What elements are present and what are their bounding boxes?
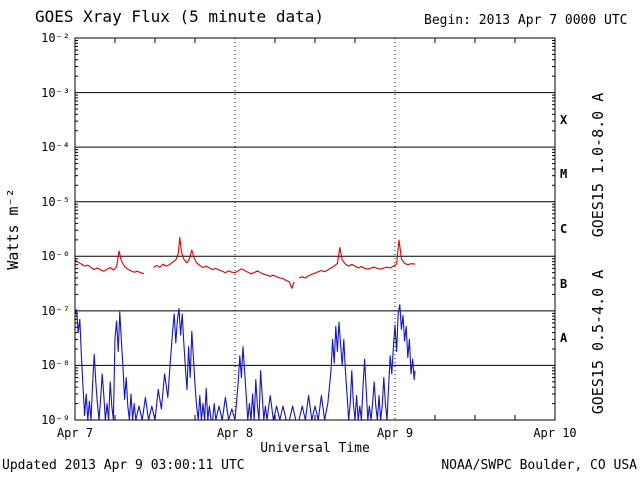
flare-class-b: B [560, 277, 567, 291]
y-tick-1e-3: 10⁻³ [41, 86, 70, 100]
right-label-long-channel: GOES15 1.0-8.0 A [589, 93, 607, 238]
begin-timestamp: Begin: 2013 Apr 7 0000 UTC [424, 13, 628, 28]
updated-timestamp: Updated 2013 Apr 9 03:00:11 UTC [2, 458, 245, 473]
flare-class-a: A [560, 331, 568, 345]
chart-title: GOES Xray Flux (5 minute data) [35, 7, 324, 26]
series-line-0 [298, 239, 416, 279]
x-tick-apr7: Apr 7 [57, 426, 93, 440]
flare-class-m: M [560, 167, 567, 181]
y-tick-1e-7: 10⁻⁷ [41, 304, 70, 318]
x-tick-apr10: Apr 10 [533, 426, 576, 440]
plot-border [74, 37, 556, 421]
y-tick-1e-6: 10⁻⁶ [41, 249, 70, 263]
series-layer [75, 237, 416, 420]
x-axis-label: Universal Time [260, 441, 370, 456]
series-line-1 [75, 304, 416, 420]
source-credit: NOAA/SWPC Boulder, CO USA [441, 458, 637, 473]
flare-class-c: C [560, 222, 567, 236]
y-axis-label: Watts m⁻² [4, 188, 22, 269]
series-line-0 [75, 250, 144, 275]
x-tick-apr8: Apr 8 [217, 426, 253, 440]
grid-layer [75, 38, 555, 420]
series-line-0 [153, 237, 295, 289]
y-tick-1e-9: 10⁻⁹ [41, 413, 70, 427]
y-tick-1e-8: 10⁻⁸ [41, 358, 70, 372]
flare-class-x: X [560, 113, 568, 127]
y-tick-1e-2: 10⁻² [41, 31, 70, 45]
y-tick-1e-4: 10⁻⁴ [41, 140, 70, 154]
y-tick-1e-5: 10⁻⁵ [41, 195, 70, 209]
right-label-short-channel: GOES15 0.5-4.0 A [589, 270, 607, 415]
x-tick-apr9: Apr 9 [377, 426, 413, 440]
